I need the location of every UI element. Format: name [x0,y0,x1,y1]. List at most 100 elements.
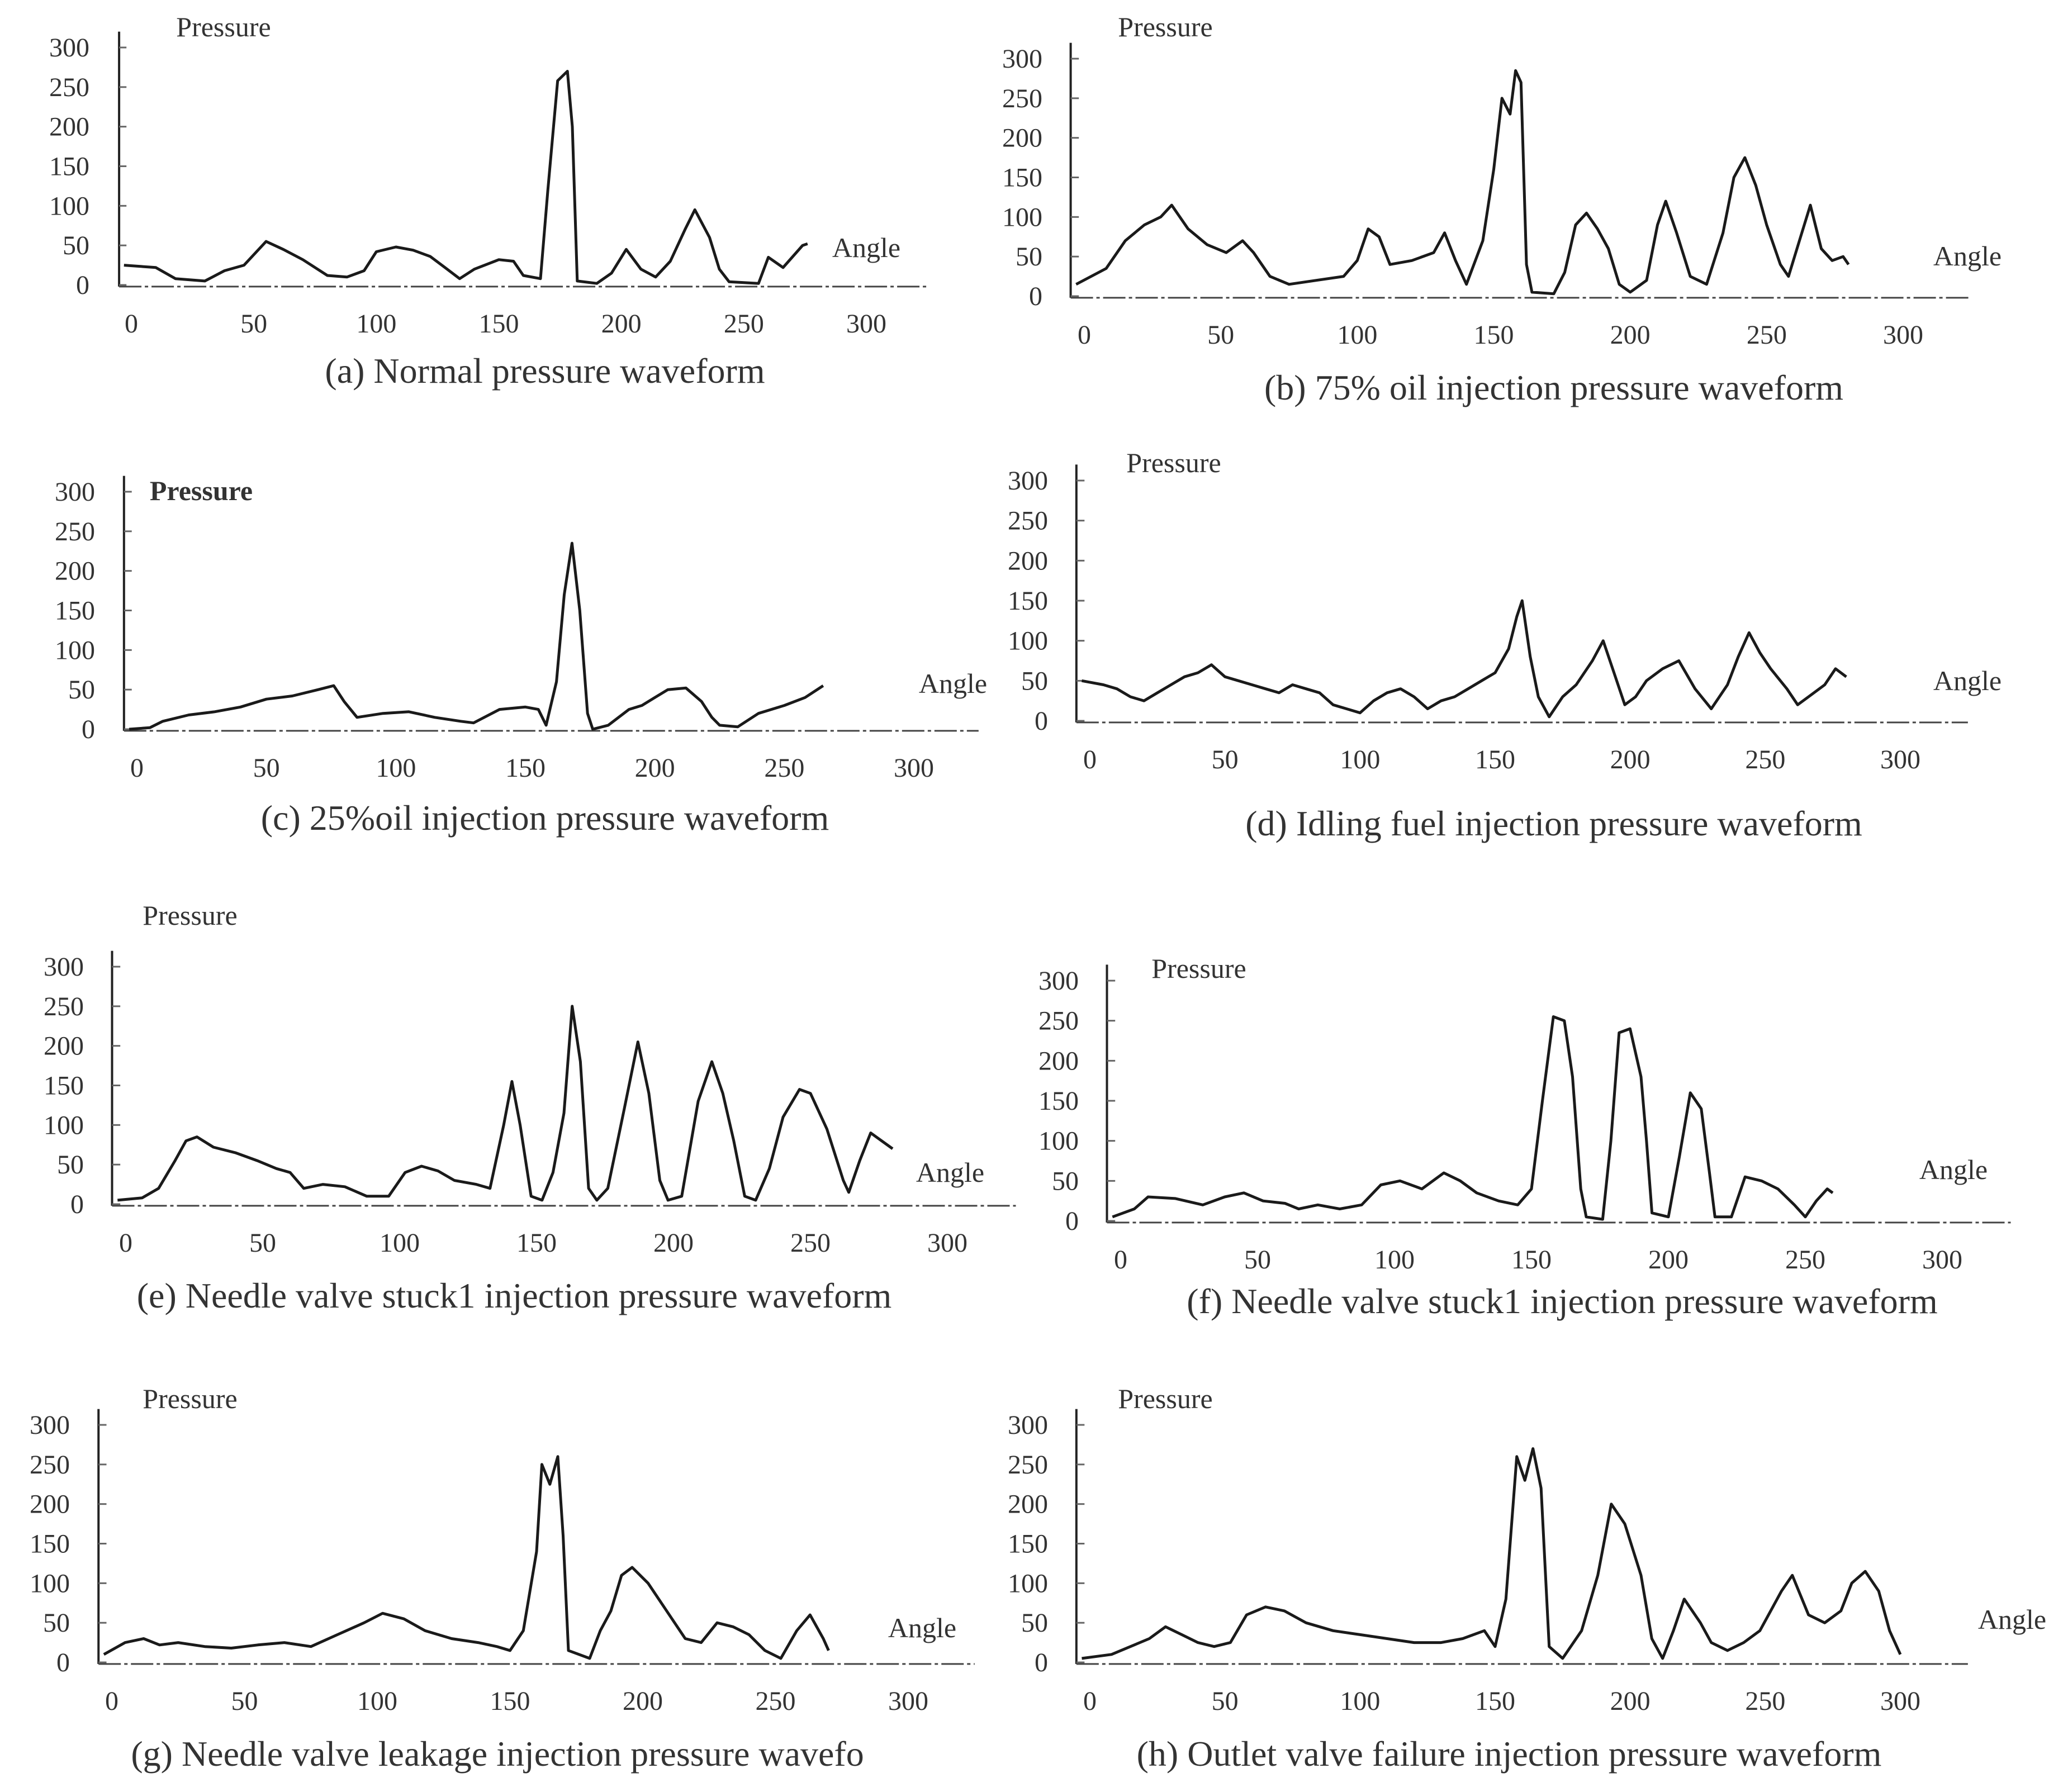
y-tick-label: 300 [1038,966,1079,996]
y-tick-label: 200 [55,557,95,586]
chart-caption: (e) Needle valve stuck1 injection pressu… [137,1276,892,1315]
x-tick-label: 150 [1474,320,1514,350]
series-line-pressure [1082,599,1847,719]
x-tick-label: 0 [1078,320,1091,350]
x-tick-label: 200 [1610,320,1651,350]
x-tick-label: 250 [724,309,764,339]
chart-panel-2: 0 50 100 150 200 250 300 0 50 100 150 200 250 300 Pres… [1002,11,2002,407]
y-tick-label: 50 [1016,242,1042,272]
y-tick-label: 0 [82,715,95,744]
y-tick-label: 200 [1002,123,1042,153]
x-tick-label: 300 [1922,1245,1962,1275]
x-tick-label: 150 [505,753,546,783]
x-tick-label: 300 [894,753,934,783]
series-line-pressure [103,1455,830,1660]
x-tick-label: 200 [1648,1245,1689,1275]
x-tick-label: 50 [1207,320,1234,350]
y-tick-label: 250 [1038,1006,1079,1036]
y-tick-label: 150 [55,596,95,626]
x-tick-label: 50 [240,309,267,339]
y-tick-label: 300 [55,477,95,507]
series-line-pressure [1112,1015,1834,1221]
x-tick-label: 300 [1880,745,1920,774]
y-tick-label: 0 [56,1648,70,1677]
x-tick-label: 50 [231,1686,258,1716]
y-tick-label: 200 [1038,1046,1079,1076]
y-tick-label: 100 [1008,1568,1048,1598]
y-tick-label: 250 [1008,506,1048,536]
chart-panel-6: 0 50 100 150 200 250 300 0 50 100 150 200 250 300 Pres… [1038,953,2011,1321]
x-axis-title: Angle [1933,240,2002,272]
series-line-pressure [124,70,808,285]
x-axis-title: Angle [888,1612,956,1643]
x-tick-label: 300 [888,1686,928,1716]
y-tick-label: 150 [1038,1086,1079,1116]
y-tick-label: 100 [1038,1126,1079,1156]
y-tick-label: 100 [49,191,89,221]
y-tick-label: 300 [1002,44,1042,74]
x-tick-label: 50 [249,1228,276,1258]
y-axis-title: Pressure [150,475,253,506]
y-tick-label: 250 [1002,84,1042,113]
y-tick-label: 300 [30,1410,70,1440]
x-tick-label: 250 [756,1686,796,1716]
y-tick-label: 300 [44,952,84,982]
chart-panel-5: 0 50 100 150 200 250 300 0 50 100 150 200 250 300 Pres… [44,900,1016,1315]
x-tick-label: 150 [479,309,519,339]
chart-panel-3: 0 50 100 150 200 250 300 0 50 100 150 200 250 300 Pres… [55,475,987,838]
x-axis-title: Angle [916,1157,984,1188]
x-tick-label: 150 [490,1686,530,1716]
y-tick-label: 100 [1008,626,1048,656]
x-tick-label: 300 [1883,320,1923,350]
y-tick-label: 250 [49,73,89,102]
y-tick-label: 150 [49,152,89,182]
panels: 0 50 100 150 200 250 300 0 50 100 150 200 250 300 Pres… [30,11,2046,1774]
x-tick-label: 250 [1785,1245,1825,1275]
x-tick-label: 100 [1340,1686,1380,1716]
series-line-pressure [1075,69,1850,296]
y-tick-label: 200 [49,112,89,142]
y-tick-label: 0 [1065,1206,1079,1236]
y-tick-label: 50 [1021,666,1048,696]
y-tick-label: 150 [1008,1529,1048,1559]
y-tick-label: 250 [30,1450,70,1480]
y-tick-label: 0 [1035,706,1048,736]
x-axis-title: Angle [1978,1604,2046,1635]
x-tick-label: 0 [130,753,144,783]
x-tick-label: 100 [376,753,416,783]
chart-panel-1: 0 50 100 150 200 250 300 0 50 100 150 200 250 300 Pres… [49,11,928,391]
y-tick-label: 100 [44,1110,84,1140]
y-tick-label: 200 [1008,1490,1048,1519]
x-tick-label: 100 [1337,320,1377,350]
y-tick-label: 50 [57,1150,84,1180]
y-axis-title: Pressure [143,1383,237,1414]
y-axis-title: Pressure [1151,953,1246,984]
x-tick-label: 200 [1610,745,1651,774]
x-axis-title: Angle [1919,1154,1988,1185]
y-tick-label: 300 [1008,466,1048,496]
y-tick-label: 200 [44,1032,84,1061]
x-tick-label: 200 [635,753,675,783]
chart-caption: (h) Outlet valve failure injection press… [1137,1734,1882,1774]
y-tick-label: 100 [55,635,95,665]
y-tick-label: 250 [44,992,84,1021]
chart-caption: (g) Needle valve leakage injection press… [131,1734,864,1774]
y-tick-label: 100 [30,1568,70,1598]
y-tick-label: 150 [1008,586,1048,616]
x-tick-label: 150 [516,1228,557,1258]
y-tick-label: 250 [55,517,95,546]
x-tick-label: 150 [1511,1245,1552,1275]
y-tick-label: 150 [44,1071,84,1101]
chart-caption: (c) 25%oil injection pressure waveform [261,798,829,838]
x-tick-label: 0 [1114,1245,1127,1275]
series-line-pressure [1082,1447,1902,1660]
y-tick-label: 0 [1035,1648,1048,1677]
x-tick-label: 200 [653,1228,694,1258]
x-tick-label: 0 [105,1686,118,1716]
y-axis-title: Pressure [1118,11,1212,42]
x-tick-label: 100 [1340,745,1380,774]
y-tick-label: 50 [43,1608,70,1638]
x-tick-label: 0 [125,309,138,339]
x-tick-label: 250 [764,753,804,783]
y-tick-label: 100 [1002,202,1042,232]
